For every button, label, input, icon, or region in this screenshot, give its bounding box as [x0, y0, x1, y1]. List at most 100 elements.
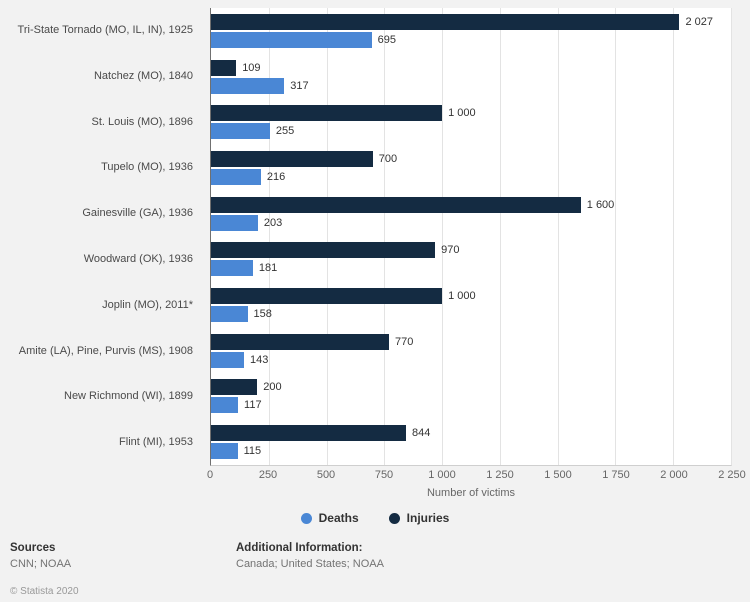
injuries-bar-line: 844	[211, 425, 731, 442]
chart-row: 844 115	[211, 419, 731, 465]
injuries-value-label: 109	[242, 61, 261, 74]
deaths-bar	[211, 351, 245, 368]
deaths-bar	[211, 77, 285, 94]
deaths-value-label: 143	[250, 353, 269, 366]
sources-block: Sources CNN; NOAA	[10, 542, 71, 570]
chart-row: 970 181	[211, 237, 731, 283]
deaths-value-label: 255	[275, 125, 295, 138]
x-tick-label: 1 500	[544, 469, 572, 481]
injuries-value-label: 1 000	[448, 107, 476, 120]
chart-row: 200 117	[211, 374, 731, 420]
deaths-bar-line: 143	[211, 351, 731, 368]
chart-row: 1 000 255	[211, 99, 731, 145]
chart-row: 109 317	[211, 54, 731, 100]
x-tick-label: 1 000	[428, 469, 456, 481]
injuries-bar-line: 109	[211, 59, 731, 76]
category-label: Natchez (MO), 1840	[93, 69, 193, 82]
deaths-value-label: 203	[263, 216, 283, 229]
deaths-bar	[211, 31, 372, 48]
category-label: Woodward (OK), 1936	[83, 253, 193, 265]
chart-row: 700 216	[211, 145, 731, 191]
deaths-bar	[211, 397, 239, 414]
injuries-value-label: 700	[378, 152, 398, 165]
deaths-value-label: 216	[266, 170, 286, 183]
legend-item-deaths: Deaths	[300, 511, 359, 525]
gridline	[557, 8, 559, 465]
injuries-value-label: 1 000	[448, 290, 476, 303]
deaths-bar-line: 203	[211, 214, 731, 231]
injuries-bar-line: 200	[211, 379, 731, 396]
injuries-bar-line: 1 000	[211, 105, 731, 122]
injuries-bar	[211, 150, 373, 167]
injuries-value-label: 200	[263, 381, 282, 394]
category-label: St. Louis (MO), 1896	[91, 115, 194, 128]
gridline	[326, 8, 328, 465]
injuries-bar-line: 1 600	[211, 196, 731, 213]
x-tick-label: 250	[258, 469, 278, 481]
deaths-bar-line: 216	[211, 168, 731, 185]
injuries-value-label: 1 600	[586, 198, 615, 211]
legend-item-injuries: Injuries	[388, 511, 450, 525]
sources-heading: Sources	[10, 542, 56, 554]
injuries-bar-line: 770	[211, 333, 731, 350]
x-axis-title: Number of victims	[426, 487, 516, 499]
legend-label-deaths: Deaths	[318, 511, 359, 525]
gridline	[499, 8, 501, 465]
injuries-bar-line: 700	[211, 150, 731, 167]
deaths-value-label: 158	[253, 308, 272, 321]
legend: Deaths Injuries	[0, 511, 750, 525]
x-tick-label: 0	[206, 469, 214, 481]
injuries-bar	[211, 288, 443, 305]
gridline	[384, 8, 386, 465]
deaths-bar-line: 158	[211, 306, 731, 323]
gridline	[615, 8, 617, 465]
injuries-bar	[211, 105, 443, 122]
deaths-bar-line: 695	[211, 31, 731, 48]
additional-info-block: Additional Information: Canada; United S…	[236, 542, 384, 570]
deaths-bar	[211, 306, 248, 323]
deaths-swatch-icon	[300, 512, 312, 524]
category-label: New Richmond (WI), 1899	[64, 390, 193, 403]
injuries-bar	[211, 425, 407, 442]
deaths-bar	[211, 214, 258, 231]
deaths-value-label: 317	[290, 79, 309, 92]
injuries-bar	[211, 196, 581, 213]
deaths-bar	[211, 123, 270, 140]
gridline	[673, 8, 675, 465]
injuries-swatch-icon	[388, 512, 400, 524]
injuries-value-label: 844	[412, 427, 431, 440]
gridline	[731, 8, 732, 465]
deaths-value-label: 181	[258, 262, 278, 275]
category-axis: Tri-State Tornado (MO, IL, IN), 1925 Natc…	[0, 8, 202, 466]
plot-area: 2 027 695 109 317 1 000 255 700 216 1 600 203 970 1…	[210, 8, 732, 466]
injuries-bar	[211, 333, 389, 350]
deaths-bar-line: 317	[211, 77, 731, 94]
additional-info-text: Canada; United States; NOAA	[236, 558, 384, 570]
category-label: Tupelo (MO), 1936	[101, 161, 193, 174]
chart-row: 770 143	[211, 328, 731, 374]
deaths-bar	[211, 443, 238, 460]
additional-info-heading: Additional Information:	[236, 542, 363, 554]
injuries-bar	[211, 379, 258, 396]
chart-row: 2 027 695	[211, 8, 731, 54]
injuries-bar	[211, 13, 680, 30]
category-label: Flint (MI), 1953	[119, 436, 193, 449]
x-tick-label: 750	[374, 469, 394, 481]
injuries-bar	[211, 59, 237, 76]
gridline	[442, 8, 444, 465]
deaths-bar-line: 181	[211, 260, 731, 277]
injuries-value-label: 2 027	[685, 15, 713, 28]
deaths-bar	[211, 168, 261, 185]
x-tick-label: 2 250	[718, 469, 746, 481]
chart-row: 1 600 203	[211, 191, 731, 237]
x-tick-label: 500	[316, 469, 336, 481]
footer: Sources CNN; NOAA Additional Information…	[0, 542, 750, 602]
category-label: Tri-State Tornado (MO, IL, IN), 1925	[17, 24, 193, 37]
x-tick-label: 2 000	[660, 469, 688, 481]
bar-rows: 2 027 695 109 317 1 000 255 700 216 1 600 203 970 1…	[211, 8, 731, 465]
legend-label-injuries: Injuries	[406, 511, 450, 525]
x-axis: 0 250 500 750 1 000 1 250 1 500 1 750 2 000 2 250	[206, 469, 746, 484]
deaths-value-label: 115	[243, 445, 262, 458]
sources-text: CNN; NOAA	[10, 558, 72, 570]
